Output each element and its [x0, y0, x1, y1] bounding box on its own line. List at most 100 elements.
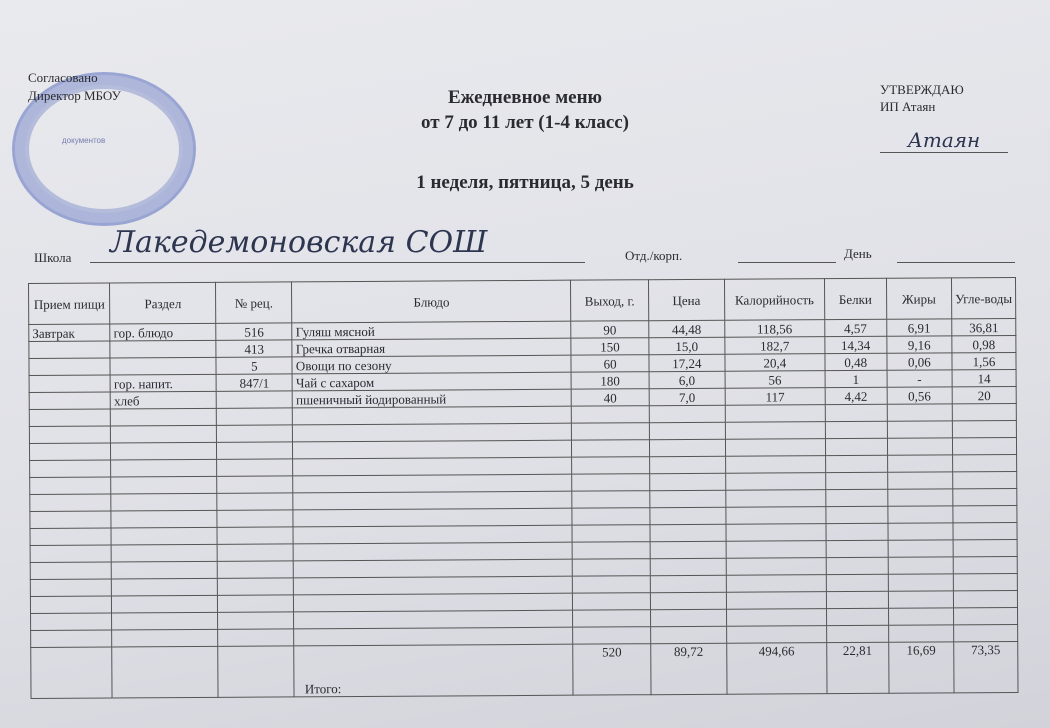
table-cell	[726, 625, 827, 644]
table-cell	[292, 406, 572, 425]
table-cell	[292, 457, 573, 476]
table-cell	[649, 439, 726, 457]
table-cell	[30, 646, 113, 699]
table-cell	[572, 524, 650, 543]
table-cell	[826, 608, 889, 626]
table-cell: 1	[824, 370, 887, 388]
table-cell: Овощи по сезону	[292, 355, 572, 374]
table-cell	[725, 506, 826, 525]
table-cell: Завтрак	[28, 323, 111, 342]
approved-left-line2: Директор МБОУ	[28, 88, 121, 103]
table-cell	[649, 524, 726, 542]
table-cell: 413	[216, 339, 293, 358]
table-cell	[649, 541, 727, 559]
column-header: Белки	[824, 278, 887, 320]
table-cell: пшеничный йодированный	[292, 389, 572, 408]
table-cell	[30, 544, 112, 563]
table-cell: 182,7	[724, 336, 825, 355]
stamp-text: документов	[62, 136, 106, 145]
table-cell	[571, 405, 650, 424]
table-cell	[216, 475, 294, 494]
table-cell	[572, 626, 651, 645]
table-cell	[887, 539, 954, 558]
table-cell	[111, 476, 217, 494]
table-cell	[292, 423, 572, 442]
table-cell	[293, 542, 573, 561]
table-cell: 40	[571, 388, 650, 407]
table-cell: 7,0	[648, 388, 726, 406]
table-cell	[217, 645, 295, 698]
table-cell	[888, 590, 954, 609]
menu-table: Прием пищи Раздел № рец. Блюдо Выход, г. Цена…	[28, 277, 1019, 699]
table-cell	[887, 522, 954, 541]
table-cell: 118,56	[724, 319, 825, 338]
table-cell: 0,48	[824, 353, 887, 371]
table-cell	[825, 540, 888, 558]
table-cell	[293, 474, 573, 493]
day-label: День	[844, 246, 872, 261]
stamp	[12, 72, 196, 226]
table-cell	[29, 425, 111, 444]
table-cell: 494,66	[726, 642, 827, 695]
table-cell	[110, 340, 217, 358]
total-row: Итого: 520 89,72 494,66 22,81 16,69 73,35	[30, 641, 1019, 699]
table-cell	[825, 523, 888, 541]
table-cell	[111, 527, 218, 545]
subtitle: 1 неделя, пятница, 5 день	[416, 172, 634, 193]
table-cell	[826, 557, 888, 575]
table-cell: 5	[216, 356, 293, 375]
table-cell	[826, 574, 889, 592]
approved-left-line1: Согласовано	[28, 70, 98, 85]
signature-right: Атаян	[880, 128, 1008, 153]
table-cell	[110, 425, 217, 443]
table-cell	[953, 573, 1018, 591]
table-cell	[572, 473, 650, 492]
table-cell	[650, 609, 727, 627]
table-cell: 15,0	[648, 337, 725, 355]
table-cell: 180	[571, 371, 649, 390]
table-cell: 520	[573, 643, 651, 696]
table-cell: 90	[571, 320, 649, 339]
table-cell	[293, 525, 573, 544]
table-cell	[112, 646, 219, 698]
table-cell	[111, 544, 218, 562]
table-cell: 60	[571, 354, 649, 373]
table-cell: 9,16	[886, 335, 952, 354]
table-cell	[294, 627, 574, 646]
column-header: Жиры	[886, 277, 952, 320]
table-cell	[29, 510, 112, 529]
table-cell	[111, 561, 218, 579]
table-cell: 73,35	[953, 641, 1019, 693]
table-cell: 20,4	[724, 353, 825, 372]
dept-label: Отд./корп.	[625, 248, 683, 263]
table-cell	[952, 488, 1017, 506]
table-cell: 4,42	[824, 387, 887, 405]
table-cell	[293, 491, 573, 510]
table-cell	[887, 573, 954, 592]
table-cell	[28, 357, 111, 376]
table-cell	[953, 624, 1018, 642]
table-cell	[825, 489, 888, 507]
table-cell	[111, 578, 218, 596]
table-cell	[953, 607, 1018, 625]
table-cell: гор. напит.	[110, 374, 217, 392]
table-cell	[825, 472, 888, 490]
table-cell: 4,57	[824, 319, 887, 337]
school-label: Школа	[34, 250, 72, 265]
table-cell: 516	[215, 322, 293, 341]
table-cell: Гуляш мясной	[292, 321, 572, 340]
table-cell: 0,98	[951, 335, 1016, 353]
table-cell	[217, 628, 295, 647]
table-cell	[110, 357, 217, 375]
table-cell	[825, 506, 888, 524]
table-cell	[953, 590, 1018, 608]
table-cell	[293, 576, 573, 595]
table-cell	[216, 424, 293, 443]
table-header: Прием пищи Раздел № рец. Блюдо Выход, г. Цена…	[28, 277, 1016, 325]
table-cell	[952, 403, 1017, 421]
table-cell	[649, 490, 726, 508]
table-cell	[649, 507, 726, 525]
day-field	[897, 262, 1015, 263]
table-cell	[649, 405, 726, 423]
title-line2: от 7 до 11 лет (1-4 класс)	[420, 112, 630, 133]
